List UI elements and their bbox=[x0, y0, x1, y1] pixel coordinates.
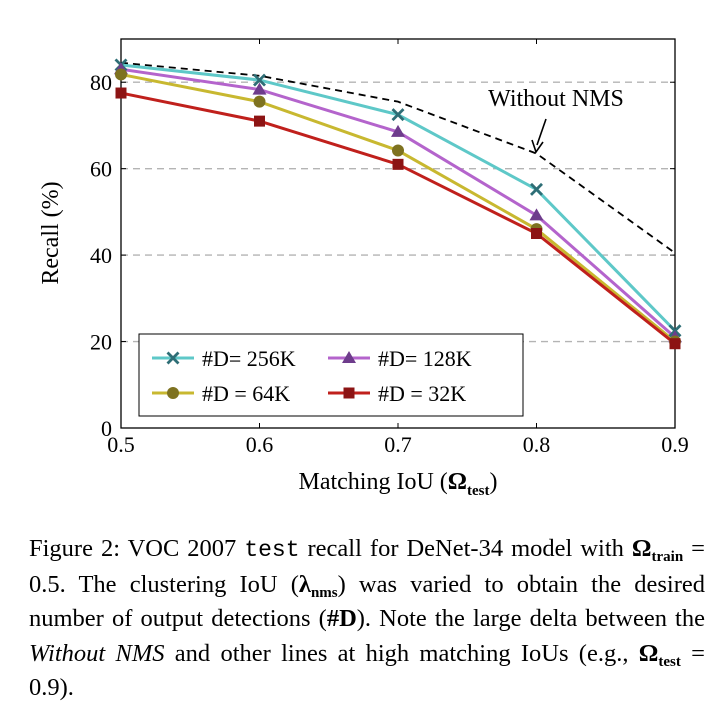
data-point bbox=[669, 338, 681, 350]
data-point bbox=[392, 144, 404, 157]
legend-label: #D = 32K bbox=[378, 381, 466, 406]
legend-marker bbox=[166, 351, 180, 365]
data-point bbox=[252, 82, 267, 95]
x-tick-label: 0.6 bbox=[246, 432, 274, 457]
figure-caption: Figure 2: VOC 2007 test recall for DeNet… bbox=[29, 535, 705, 701]
legend-box bbox=[138, 333, 524, 417]
recall-chart: 0 20 40 60 80 0.5 0.6 0.7 0.8 0.9 Without NMS #D=… bbox=[38, 38, 689, 499]
y-tick-label: 80 bbox=[90, 70, 112, 95]
y-tick-label: 60 bbox=[90, 157, 112, 182]
gridlines bbox=[121, 81, 675, 343]
y-axis-label: Recall (%) bbox=[38, 181, 64, 284]
data-point bbox=[115, 87, 127, 99]
series-lines bbox=[114, 58, 682, 350]
data-point bbox=[254, 115, 265, 127]
data-point bbox=[391, 108, 405, 122]
data-point bbox=[529, 208, 544, 221]
x-tick-label: 0.9 bbox=[661, 432, 689, 457]
annotation-arrow-head bbox=[531, 139, 544, 154]
legend-marker bbox=[342, 351, 356, 363]
legend-label: #D= 256K bbox=[202, 346, 296, 371]
annotation-text: Without NMS bbox=[488, 86, 624, 112]
x-tick-label: 0.5 bbox=[107, 432, 135, 457]
x-tick-label: 0.8 bbox=[523, 432, 551, 457]
y-tick-label: 40 bbox=[90, 243, 112, 268]
series-line-without-nms bbox=[120, 61, 676, 254]
data-point bbox=[391, 124, 405, 137]
data-point bbox=[530, 182, 543, 196]
legend-marker bbox=[343, 387, 355, 399]
y-tick-label: 0 bbox=[101, 416, 112, 441]
legend-label: #D = 64K bbox=[202, 381, 290, 406]
data-point bbox=[253, 95, 266, 108]
x-axis-label: Matching IoU (Ωtest) bbox=[298, 469, 497, 499]
annotation: Without NMS bbox=[488, 86, 624, 154]
data-point bbox=[392, 158, 404, 170]
legend: #D= 256K #D= 128K #D = 64K #D = 32K bbox=[138, 333, 524, 417]
y-tick-label: 20 bbox=[90, 330, 112, 355]
axis-ticks: 0 20 40 60 80 0.5 0.6 0.7 0.8 0.9 bbox=[90, 39, 689, 457]
data-point bbox=[253, 73, 266, 87]
code-word: test bbox=[244, 537, 300, 563]
figure-label: Figure 2: bbox=[29, 535, 121, 562]
data-point bbox=[115, 68, 127, 81]
legend-marker bbox=[167, 387, 179, 399]
x-tick-label: 0.7 bbox=[384, 432, 412, 457]
data-point bbox=[531, 228, 542, 239]
legend-label: #D= 128K bbox=[378, 346, 472, 371]
annotation-arrow-shaft bbox=[536, 118, 547, 146]
